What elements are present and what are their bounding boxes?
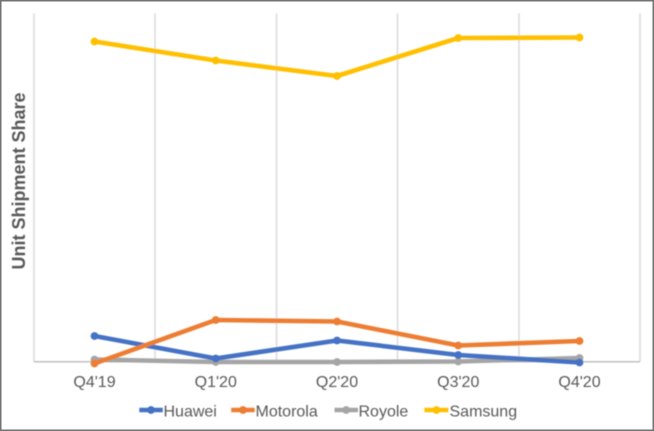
svg-text:Royole: Royole (359, 404, 409, 421)
svg-text:Huawei: Huawei (164, 404, 217, 421)
svg-text:Q3'20: Q3'20 (437, 374, 479, 391)
svg-text:Unit Shipment Share: Unit Shipment Share (9, 92, 29, 269)
svg-text:Q2'20: Q2'20 (316, 374, 358, 391)
svg-text:Q4'19: Q4'19 (73, 374, 115, 391)
svg-text:Samsung: Samsung (450, 404, 518, 421)
svg-text:Q4'20: Q4'20 (558, 374, 600, 391)
svg-text:Motorola: Motorola (256, 404, 318, 421)
svg-text:Q1'20: Q1'20 (195, 374, 237, 391)
